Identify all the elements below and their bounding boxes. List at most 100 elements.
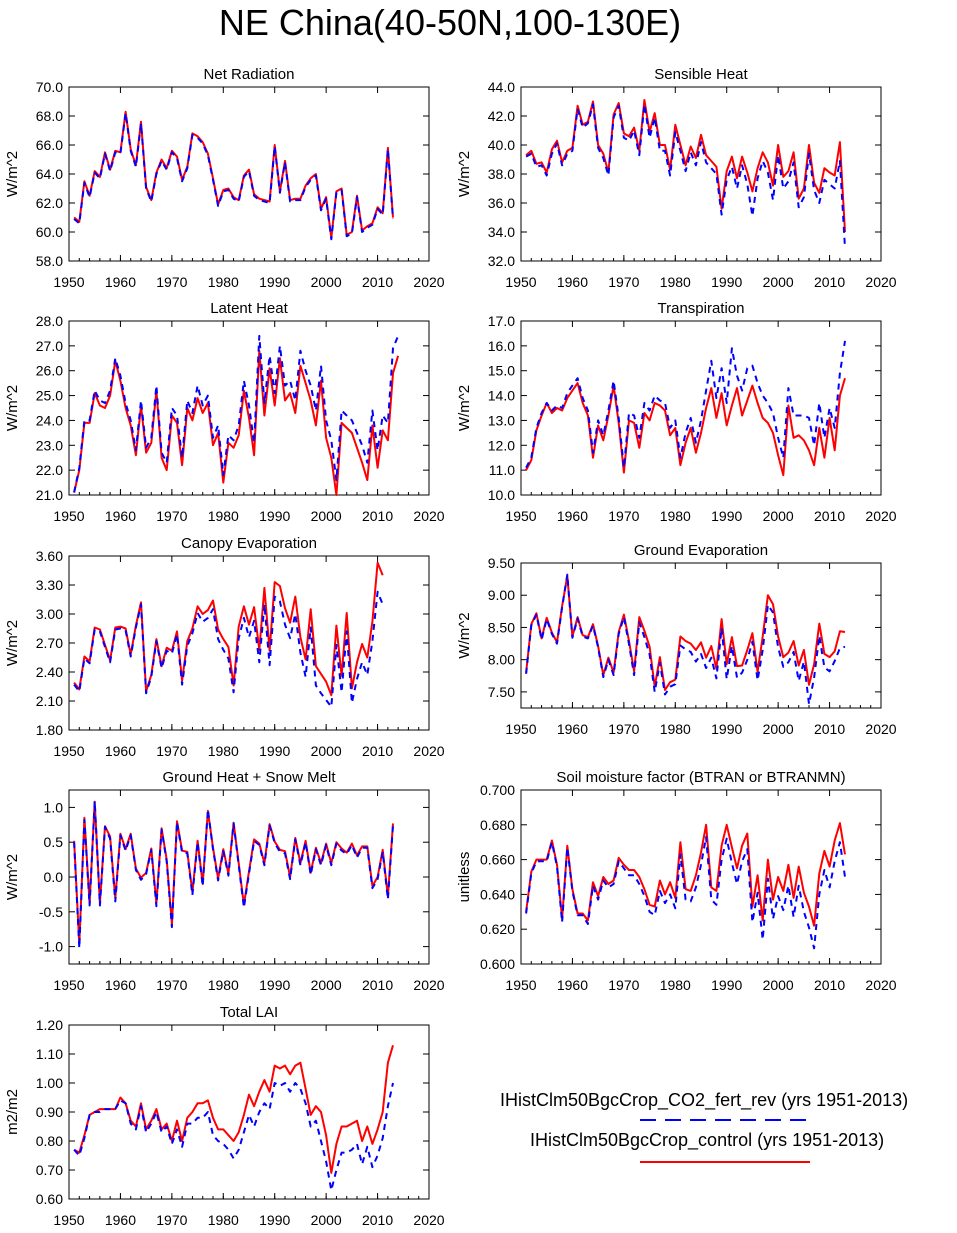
y-tick-label: 0.90 [36, 1104, 63, 1120]
y-tick-label: 7.50 [488, 684, 515, 700]
series-line-IHistClm50BgcCrop_CO2_fert_rev [73, 334, 400, 493]
panel-title: Canopy Evaporation [181, 535, 317, 552]
chart-panel-6: Ground Evaporation W/m^2 1950 1960 1970 1980 1… [456, 542, 897, 737]
series-line-IHistClm50BgcCrop_CO2_fert_rev [73, 112, 394, 241]
series-line-IHistClm50BgcCrop_CO2_fert_rev [525, 103, 846, 249]
y-axis-label: W/m^2 [4, 151, 21, 197]
y-tick-label: 36.0 [488, 195, 515, 211]
panel-title: Latent Heat [210, 300, 288, 317]
y-tick-label: -1.0 [39, 939, 63, 955]
y-tick-label: -0.5 [39, 904, 63, 920]
y-tick-label: 9.50 [488, 555, 515, 571]
y-tick-label: 26.0 [36, 363, 63, 379]
series-line-IHistClm50BgcCrop_CO2_fert_rev [73, 1082, 394, 1192]
x-tick-label: 1990 [259, 743, 290, 759]
x-tick-label: 2000 [763, 274, 794, 290]
x-tick-label: 1960 [105, 743, 136, 759]
x-tick-label: 1960 [105, 1212, 136, 1228]
legend-label-control: IHistClm50BgcCrop_control (yrs 1951-2013… [530, 1130, 885, 1150]
x-tick-label: 1970 [608, 977, 639, 993]
x-tick-label: 2000 [763, 508, 794, 524]
x-tick-label: 1950 [505, 274, 536, 290]
x-tick-label: 1960 [557, 508, 588, 524]
x-tick-label: 1980 [208, 977, 239, 993]
y-tick-label: 0.640 [480, 886, 515, 902]
y-tick-label: 22.0 [36, 462, 63, 478]
x-tick-label: 2000 [763, 977, 794, 993]
y-tick-label: 25.0 [36, 388, 63, 404]
y-tick-label: 0.680 [480, 817, 515, 833]
y-tick-label: 1.80 [36, 722, 63, 738]
y-tick-label: 24.0 [36, 412, 63, 428]
figure-title: NE China(40-50N,100-130E) [218, 2, 682, 43]
y-axis-label: W/m^2 [456, 151, 473, 197]
x-tick-label: 1950 [505, 721, 536, 737]
y-tick-label: 3.00 [36, 606, 63, 622]
x-tick-label: 1950 [53, 977, 84, 993]
x-tick-label: 1990 [259, 274, 290, 290]
x-tick-label: 1990 [259, 1212, 290, 1228]
x-tick-label: 1970 [156, 274, 187, 290]
x-tick-label: 1970 [156, 977, 187, 993]
x-tick-label: 2020 [865, 508, 896, 524]
y-tick-label: 1.20 [36, 1017, 63, 1033]
chart-panel-3: Latent Heat W/m^2 1950 1960 1970 1980 1990 2000… [4, 300, 445, 524]
x-tick-label: 1970 [156, 508, 187, 524]
x-tick-label: 2000 [311, 743, 342, 759]
panel-title: Ground Evaporation [634, 542, 768, 559]
series-line-IHistClm50BgcCrop_CO2_fert_rev [525, 340, 846, 469]
x-tick-label: 2010 [814, 977, 845, 993]
y-tick-label: 12.0 [488, 437, 515, 453]
y-tick-label: 28.0 [36, 313, 63, 329]
x-tick-label: 1980 [660, 977, 691, 993]
x-tick-label: 2020 [413, 274, 444, 290]
y-tick-label: 0.5 [44, 834, 64, 850]
x-tick-label: 2010 [362, 977, 393, 993]
y-axis-label: W/m^2 [4, 854, 21, 900]
y-tick-label: 68.0 [36, 108, 63, 124]
y-tick-label: 8.00 [488, 652, 515, 668]
x-tick-label: 1980 [208, 1212, 239, 1228]
y-tick-label: 10.0 [488, 487, 515, 503]
x-tick-label: 2010 [362, 743, 393, 759]
y-tick-label: 0.60 [36, 1191, 63, 1207]
x-tick-label: 1990 [711, 508, 742, 524]
y-tick-label: 27.0 [36, 338, 63, 354]
x-tick-label: 2010 [362, 508, 393, 524]
x-tick-label: 2010 [814, 274, 845, 290]
x-tick-label: 1950 [53, 1212, 84, 1228]
x-tick-label: 2020 [865, 977, 896, 993]
y-axis-label: W/m^2 [456, 385, 473, 431]
x-tick-label: 1970 [608, 274, 639, 290]
y-tick-label: 0.700 [480, 782, 515, 798]
y-tick-label: 0.70 [36, 1162, 63, 1178]
plot-frame [520, 320, 882, 496]
series-line-IHistClm50BgcCrop_control [525, 377, 846, 477]
x-tick-label: 2020 [413, 1212, 444, 1228]
x-tick-label: 2010 [362, 274, 393, 290]
x-tick-label: 1970 [608, 721, 639, 737]
x-tick-label: 1980 [660, 274, 691, 290]
legend-label-co2-fert-rev: IHistClm50BgcCrop_CO2_fert_rev (yrs 1951… [500, 1090, 909, 1110]
y-tick-label: 13.0 [488, 412, 515, 428]
panel-title: Sensible Heat [654, 66, 748, 83]
chart-panel-1: Net Radiation W/m^2 1950 1960 1970 1980 1990 20… [4, 66, 445, 290]
legend-line-control [640, 1161, 810, 1163]
x-tick-label: 1980 [660, 508, 691, 524]
y-tick-label: 21.0 [36, 487, 63, 503]
series-line-IHistClm50BgcCrop_control [73, 349, 400, 496]
panel-title: Total LAI [220, 1004, 278, 1021]
chart-panel-7: Ground Heat + Snow Melt W/m^2 1950 1960 1970… [4, 769, 445, 993]
series-line-IHistClm50BgcCrop_CO2_fert_rev [525, 836, 846, 950]
x-tick-label: 1970 [156, 743, 187, 759]
x-tick-label: 2020 [413, 977, 444, 993]
y-tick-label: 2.10 [36, 693, 63, 709]
x-tick-label: 1990 [711, 274, 742, 290]
x-tick-label: 1990 [711, 977, 742, 993]
y-tick-label: 1.0 [44, 799, 64, 815]
series-line-IHistClm50BgcCrop_CO2_fert_rev [73, 590, 384, 708]
x-tick-label: 2010 [814, 508, 845, 524]
legend-line-co2-fert-rev [640, 1119, 810, 1121]
y-tick-label: 8.50 [488, 619, 515, 635]
